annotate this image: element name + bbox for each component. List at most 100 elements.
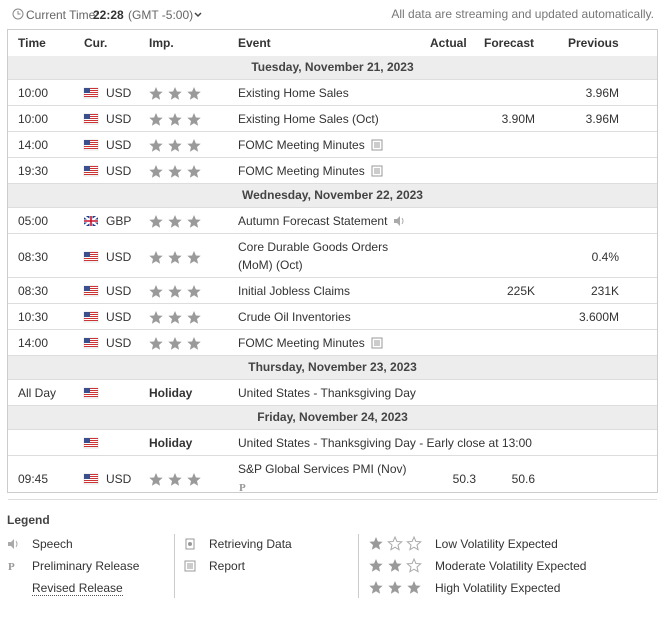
event[interactable]: United States - Thanksgiving Day - Early… bbox=[238, 436, 532, 450]
star bbox=[149, 473, 163, 486]
speech-icon bbox=[8, 539, 18, 549]
flag-stripe bbox=[84, 314, 98, 315]
event[interactable]: United States - Thanksgiving Day bbox=[238, 386, 416, 400]
event[interactable]: S&P Global Services PMI (Nov) bbox=[238, 462, 407, 476]
flag-stripe bbox=[84, 142, 98, 143]
flag-cross bbox=[84, 216, 98, 226]
flag-stripe bbox=[84, 346, 98, 347]
legend-item: Revised Release bbox=[32, 581, 123, 596]
flag-stripe bbox=[84, 174, 98, 175]
star bbox=[187, 87, 201, 100]
flag-canton bbox=[84, 338, 90, 343]
star bbox=[187, 285, 201, 298]
flag-stripe bbox=[84, 388, 98, 389]
clock-icon bbox=[12, 8, 24, 20]
currency: USD bbox=[106, 86, 132, 100]
forecast: 50.6 bbox=[511, 472, 535, 486]
importance-stars bbox=[149, 251, 201, 264]
flag-stripe bbox=[84, 438, 98, 439]
importance-stars bbox=[149, 337, 201, 350]
previous: 3.96M bbox=[585, 112, 619, 126]
prelim-icon: P bbox=[239, 482, 246, 494]
flag bbox=[83, 285, 99, 297]
icon-part bbox=[185, 538, 195, 550]
prelim-icon: P bbox=[8, 561, 15, 573]
event[interactable]: Initial Jobless Claims bbox=[238, 284, 351, 298]
date-label: Tuesday, November 21, 2023 bbox=[251, 60, 414, 74]
event[interactable]: Autumn Forecast Statement bbox=[238, 214, 388, 228]
event[interactable]: Core Durable Goods Orders (MoM) (Oct) bbox=[238, 240, 389, 272]
star bbox=[369, 537, 383, 550]
date-row: Wednesday, November 22, 2023 bbox=[8, 184, 657, 208]
currency: GBP bbox=[106, 214, 132, 228]
star bbox=[149, 337, 163, 350]
flag-canton bbox=[84, 166, 90, 171]
flag bbox=[83, 87, 99, 99]
flag-stripe bbox=[84, 120, 98, 121]
event[interactable]: Existing Home Sales bbox=[238, 86, 349, 100]
star bbox=[168, 87, 182, 100]
flag-stripe bbox=[84, 258, 98, 259]
icon-part bbox=[401, 217, 404, 225]
importance: Holiday bbox=[149, 386, 193, 400]
time: 14:00 bbox=[18, 138, 49, 152]
star bbox=[149, 87, 163, 100]
timezone[interactable]: (GMT -5:00) bbox=[128, 8, 194, 22]
flag bbox=[83, 437, 99, 449]
event-row: 09:45 USD S&P Global Services PMI (Nov) P 50… bbox=[8, 456, 657, 500]
flag-stripe bbox=[84, 440, 98, 441]
flag-stripe bbox=[84, 392, 98, 393]
star bbox=[149, 165, 163, 178]
column-header: Time bbox=[18, 36, 46, 50]
divider bbox=[358, 534, 359, 598]
date-label: Wednesday, November 22, 2023 bbox=[242, 188, 423, 202]
star bbox=[187, 215, 201, 228]
flag-stripe bbox=[84, 170, 98, 171]
forecast: 3.90M bbox=[501, 112, 535, 126]
event-row: 10:00 USD Existing Home Sales 3.96M bbox=[8, 80, 657, 106]
event[interactable]: Crude Oil Inventories bbox=[238, 310, 351, 324]
flag-stripe bbox=[84, 478, 98, 479]
event[interactable]: FOMC Meeting Minutes bbox=[238, 164, 365, 178]
flag-canton bbox=[84, 438, 90, 443]
flag-stripe bbox=[84, 92, 98, 93]
previous: 231K bbox=[590, 284, 619, 298]
flag-canton bbox=[84, 388, 90, 393]
time: 14:00 bbox=[18, 336, 49, 350]
column-header: Imp. bbox=[149, 36, 174, 50]
star bbox=[168, 473, 182, 486]
star bbox=[168, 113, 182, 126]
star bbox=[168, 251, 182, 264]
importance-stars bbox=[149, 285, 201, 298]
event[interactable]: FOMC Meeting Minutes bbox=[238, 336, 365, 350]
star bbox=[369, 581, 383, 594]
current-time-label: Current Time: bbox=[26, 8, 99, 22]
flag-canton bbox=[84, 286, 90, 291]
flag-canton bbox=[84, 114, 90, 119]
flag-stripe bbox=[84, 474, 98, 475]
flag-stripe bbox=[84, 446, 98, 447]
time: 10:30 bbox=[18, 310, 49, 324]
flag-stripe bbox=[84, 442, 98, 443]
flag-canton bbox=[84, 252, 90, 257]
flag-stripe bbox=[84, 148, 98, 149]
star bbox=[187, 139, 201, 152]
previous: 3.96M bbox=[585, 86, 619, 100]
event[interactable]: FOMC Meeting Minutes bbox=[238, 138, 365, 152]
flag-stripe bbox=[84, 444, 98, 445]
flag-stripe bbox=[84, 482, 98, 483]
star bbox=[187, 473, 201, 486]
flag bbox=[83, 387, 99, 399]
currency: USD bbox=[106, 138, 132, 152]
star bbox=[388, 581, 402, 594]
flag bbox=[83, 139, 99, 151]
flag-stripe bbox=[84, 286, 98, 287]
flag-stripe bbox=[84, 88, 98, 89]
flag-stripe bbox=[84, 140, 98, 141]
time: All Day bbox=[18, 386, 57, 400]
star bbox=[168, 337, 182, 350]
currency: USD bbox=[106, 284, 132, 298]
event[interactable]: Existing Home Sales (Oct) bbox=[238, 112, 379, 126]
icon-part bbox=[187, 563, 193, 569]
